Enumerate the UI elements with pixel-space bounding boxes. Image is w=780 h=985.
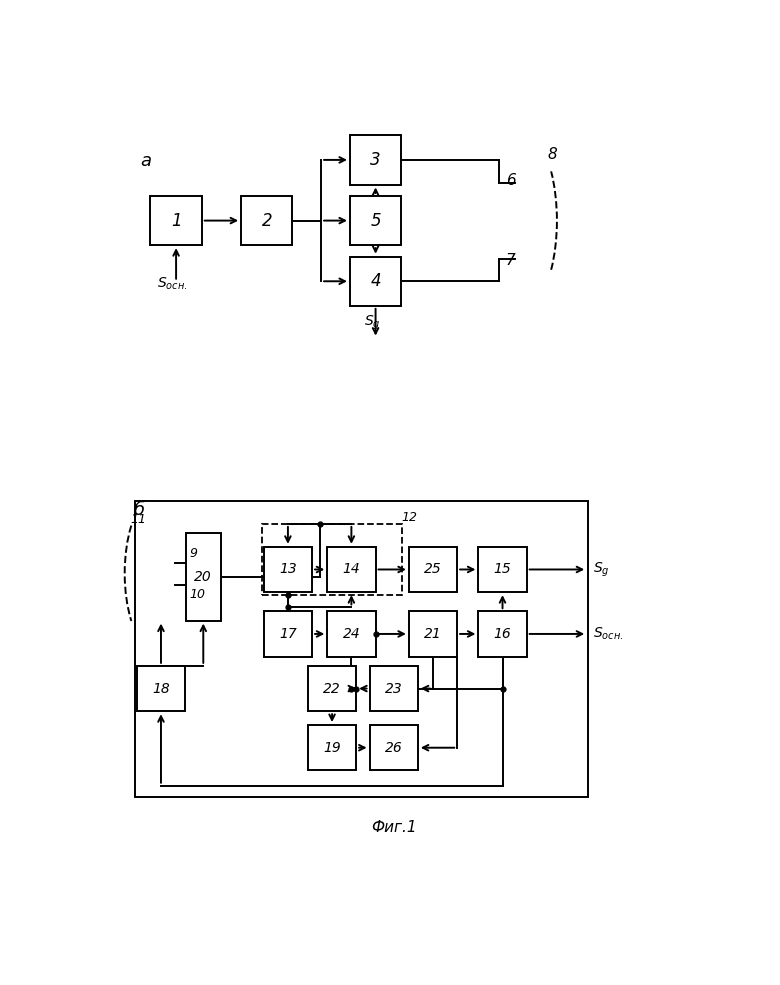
- Text: 13: 13: [279, 562, 297, 576]
- Text: 9: 9: [190, 547, 197, 559]
- FancyBboxPatch shape: [136, 666, 185, 711]
- Text: 19: 19: [323, 741, 341, 755]
- Text: 6: 6: [505, 173, 516, 188]
- Text: $S_g$: $S_g$: [364, 314, 381, 332]
- Text: Фиг.1: Фиг.1: [371, 820, 417, 835]
- Text: 5: 5: [370, 212, 381, 230]
- Text: $S_g$: $S_g$: [594, 560, 610, 578]
- Text: 14: 14: [342, 562, 360, 576]
- FancyBboxPatch shape: [370, 725, 418, 770]
- FancyBboxPatch shape: [409, 611, 457, 657]
- Text: 3: 3: [370, 151, 381, 168]
- FancyBboxPatch shape: [328, 547, 376, 592]
- Text: б: б: [134, 501, 145, 519]
- FancyBboxPatch shape: [478, 611, 526, 657]
- FancyBboxPatch shape: [308, 666, 356, 711]
- FancyBboxPatch shape: [350, 257, 401, 306]
- Text: 1: 1: [171, 212, 182, 230]
- Text: 2: 2: [261, 212, 272, 230]
- Text: 22: 22: [323, 682, 341, 695]
- FancyBboxPatch shape: [186, 534, 221, 621]
- FancyBboxPatch shape: [151, 196, 202, 245]
- FancyBboxPatch shape: [350, 135, 401, 184]
- Text: a: a: [140, 153, 151, 170]
- FancyBboxPatch shape: [264, 547, 312, 592]
- FancyBboxPatch shape: [264, 611, 312, 657]
- FancyBboxPatch shape: [308, 725, 356, 770]
- Text: 11: 11: [131, 513, 147, 526]
- Text: 12: 12: [402, 511, 417, 524]
- Text: 7: 7: [505, 253, 516, 268]
- Text: 21: 21: [424, 626, 442, 641]
- FancyBboxPatch shape: [328, 611, 376, 657]
- FancyBboxPatch shape: [478, 547, 526, 592]
- Text: 8: 8: [548, 147, 558, 162]
- FancyBboxPatch shape: [350, 196, 401, 245]
- FancyBboxPatch shape: [409, 547, 457, 592]
- Text: 26: 26: [385, 741, 402, 755]
- Text: 17: 17: [279, 626, 297, 641]
- Text: 20: 20: [194, 570, 212, 584]
- Text: 18: 18: [152, 682, 170, 695]
- Text: 24: 24: [342, 626, 360, 641]
- Text: 16: 16: [494, 626, 512, 641]
- Text: 15: 15: [494, 562, 512, 576]
- Text: 25: 25: [424, 562, 442, 576]
- Text: 10: 10: [190, 588, 205, 602]
- FancyBboxPatch shape: [241, 196, 292, 245]
- FancyBboxPatch shape: [370, 666, 418, 711]
- Text: 23: 23: [385, 682, 402, 695]
- Text: $S_{осн.}$: $S_{осн.}$: [594, 625, 624, 642]
- Text: $S_{осн.}$: $S_{осн.}$: [157, 275, 187, 292]
- Text: 4: 4: [370, 272, 381, 291]
